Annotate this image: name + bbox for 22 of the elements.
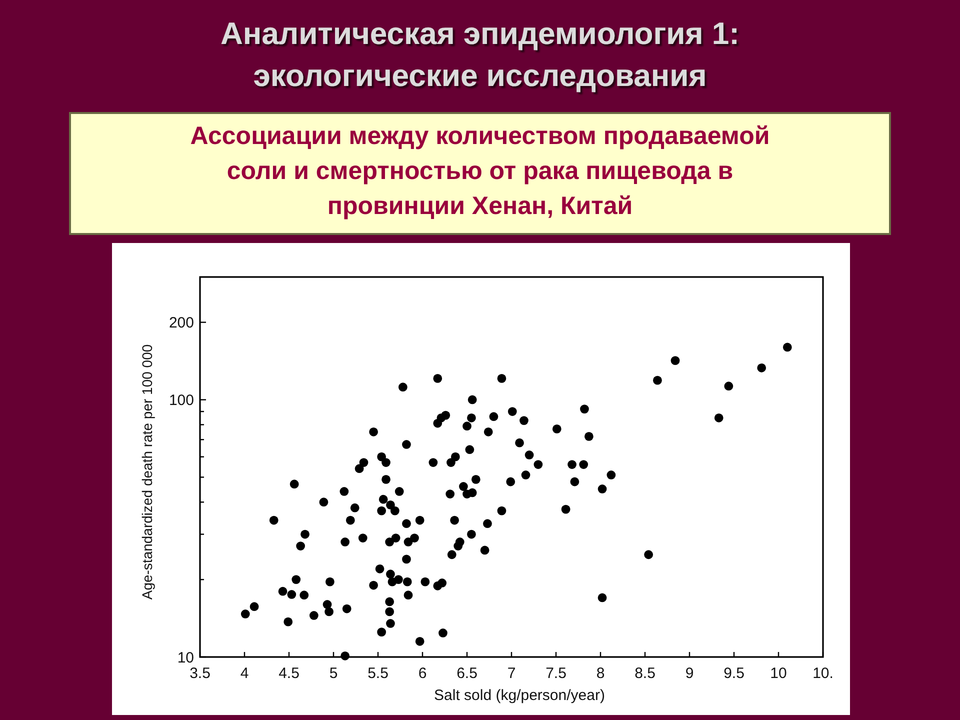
- y-tick-label: 200: [168, 314, 194, 332]
- x-tick-label: 6: [418, 665, 427, 682]
- x-tick-label: 9: [685, 665, 694, 682]
- x-tick-label: 8: [596, 665, 605, 682]
- x-tick-label: 7.5: [546, 665, 566, 682]
- x-tick-label: 10: [770, 665, 787, 682]
- x-tick-label: 8.5: [634, 665, 656, 682]
- x-tick-label: 5.5: [368, 665, 388, 682]
- x-axis-title: Salt sold (kg/person/year): [434, 687, 605, 704]
- chart-title: Аналитическая эпидемиология 1: экологические исследования: [220, 16, 740, 93]
- y-tick-label: 100: [168, 392, 194, 409]
- x-tick-label: 9.5: [724, 665, 744, 682]
- y-axis-title: Age-standardized death rate per 100 000: [139, 344, 155, 600]
- x-tick-label: 4.5: [278, 665, 300, 682]
- x-tick-label: 7: [507, 665, 516, 682]
- x-tick-label: 3.5: [190, 665, 210, 682]
- y-tick-label: 10: [177, 649, 194, 666]
- x-tick-label: 6.5: [456, 665, 478, 682]
- x-tick-label: 5: [329, 665, 338, 682]
- x-tick-label: 10.: [812, 665, 834, 682]
- x-tick-label: 4: [240, 665, 249, 682]
- chart-subtitle: Ассоциации между количеством продаваемой соли и смертностью от рака пищевода в провинции Хенан, Китай: [190, 122, 770, 220]
